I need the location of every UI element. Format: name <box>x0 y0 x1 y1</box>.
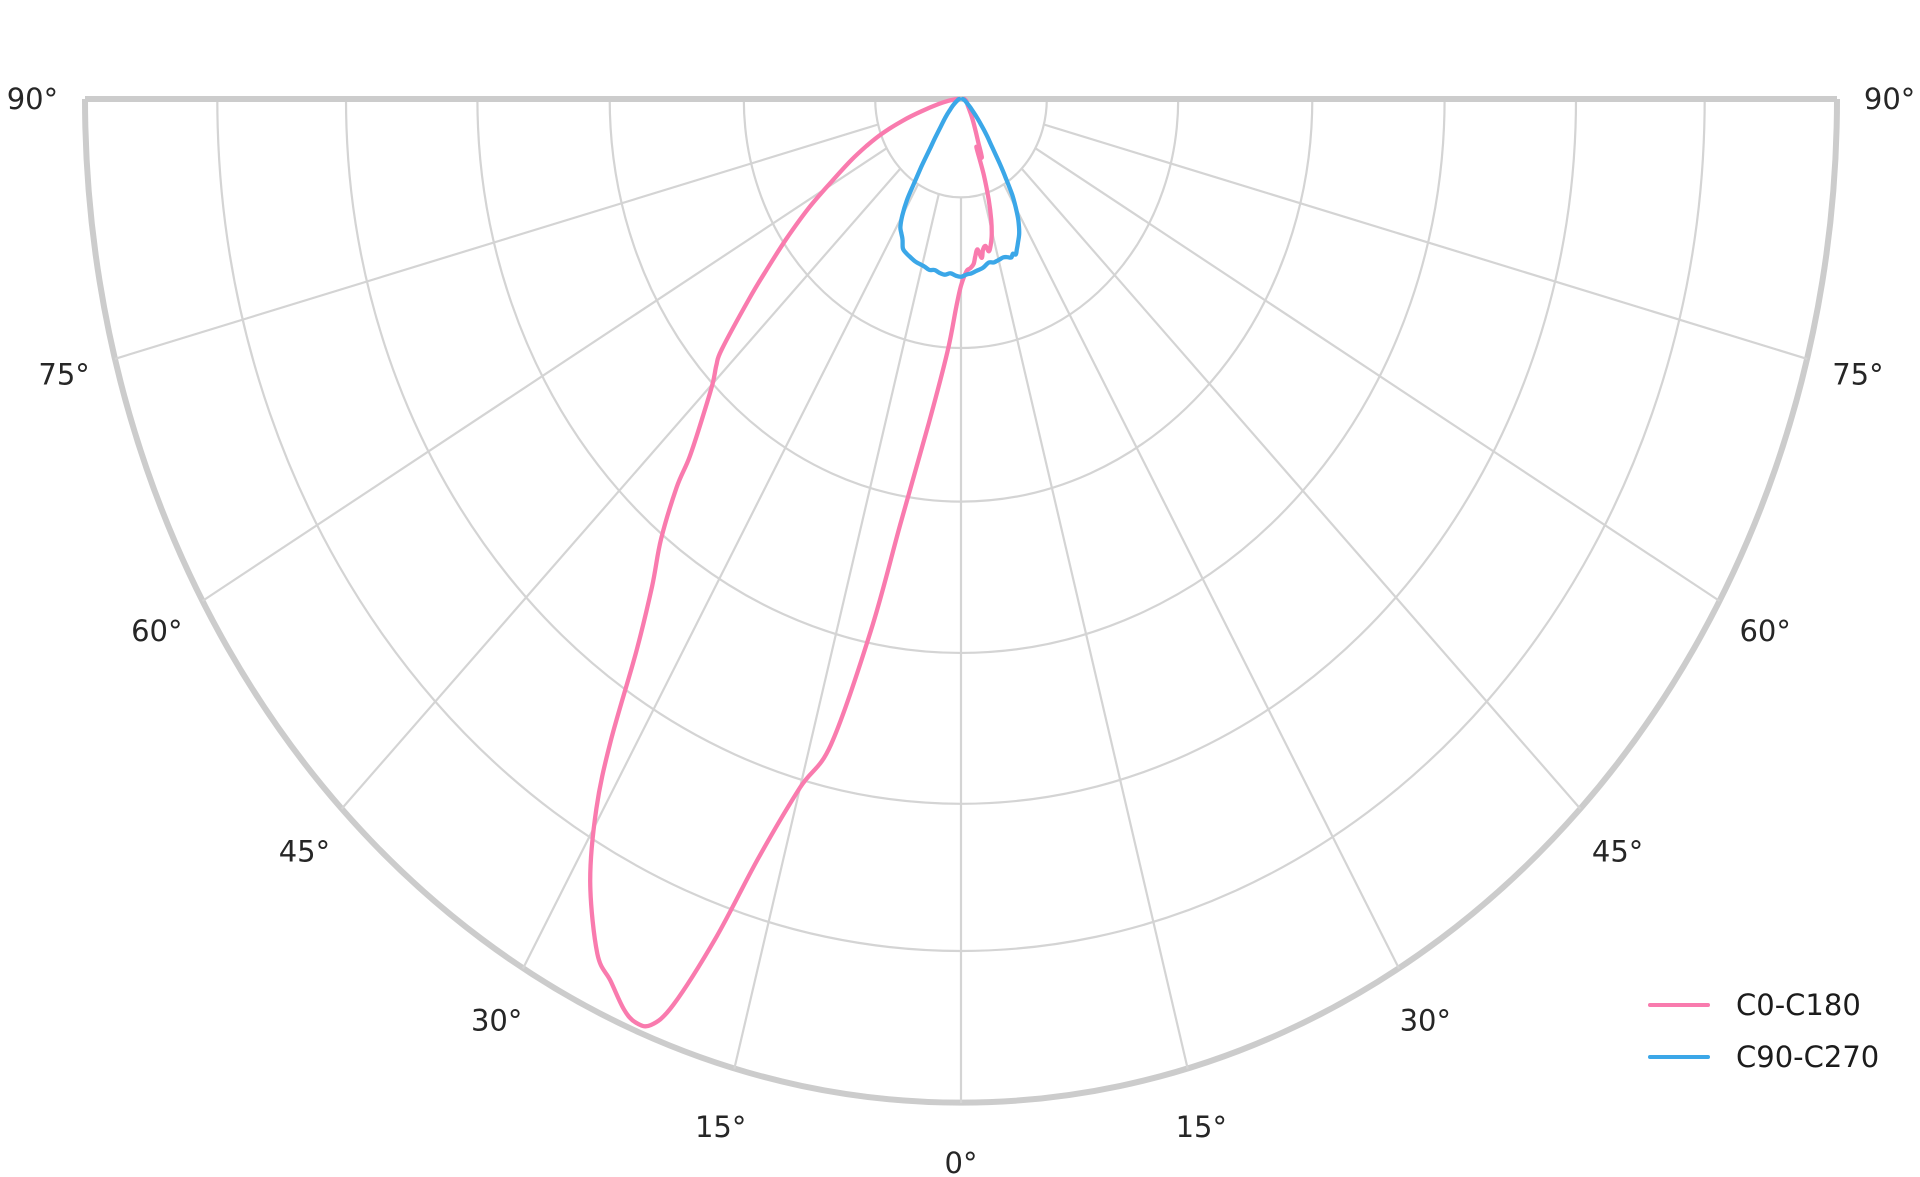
grid-ring <box>874 98 1048 199</box>
angle-label-left-90: 90° <box>7 82 58 116</box>
grid-spoke <box>114 123 879 360</box>
angle-label-right-30: 30° <box>1400 1004 1451 1038</box>
grid-spoke <box>340 167 902 810</box>
curve-c90-c270 <box>898 96 1022 279</box>
legend-swatch-c0-c180 <box>1648 1002 1710 1008</box>
angle-label-left-60: 60° <box>131 614 182 648</box>
angle-label-right-75: 75° <box>1832 357 1883 391</box>
legend-label-c0-c180: C0-C180 <box>1736 988 1861 1022</box>
distribution-curves <box>588 96 1022 1029</box>
angle-label-right-90: 90° <box>1864 82 1915 116</box>
legend-label-c90-c270: C90-C270 <box>1736 1040 1880 1074</box>
angle-label-left-75: 75° <box>38 357 89 391</box>
angle-label-left-30: 30° <box>471 1004 522 1038</box>
curve-c0-c180 <box>588 96 994 1029</box>
angle-label-left-15: 15° <box>695 1110 746 1144</box>
legend: C0-C180 C90-C270 <box>1648 988 1879 1074</box>
grid-spoke <box>733 193 940 1070</box>
angle-label-right-60: 60° <box>1739 614 1790 648</box>
polar-grid <box>82 96 1840 1106</box>
grid-spoke <box>522 183 920 969</box>
grid-spoke <box>1043 123 1808 360</box>
angle-label-right-15: 15° <box>1176 1110 1227 1144</box>
angle-labels: 90° 75° 60° 45° 30° 15° 90° 75° 60° 45° 30° 15° 0° <box>7 82 1916 1177</box>
grid-spoke <box>201 147 888 602</box>
legend-swatch-c90-c270 <box>1648 1054 1710 1060</box>
grid-spoke <box>982 193 1189 1070</box>
legend-item-c90-c270: C90-C270 <box>1648 1040 1879 1074</box>
angle-label-left-45: 45° <box>279 835 330 869</box>
grid-spoke <box>1002 183 1400 969</box>
angle-label-bottom-0: 0° <box>945 1146 978 1177</box>
grid-spoke <box>1020 167 1582 810</box>
angle-label-right-45: 45° <box>1592 835 1643 869</box>
grid-spoke <box>1034 147 1721 602</box>
legend-item-c0-c180: C0-C180 <box>1648 988 1879 1022</box>
